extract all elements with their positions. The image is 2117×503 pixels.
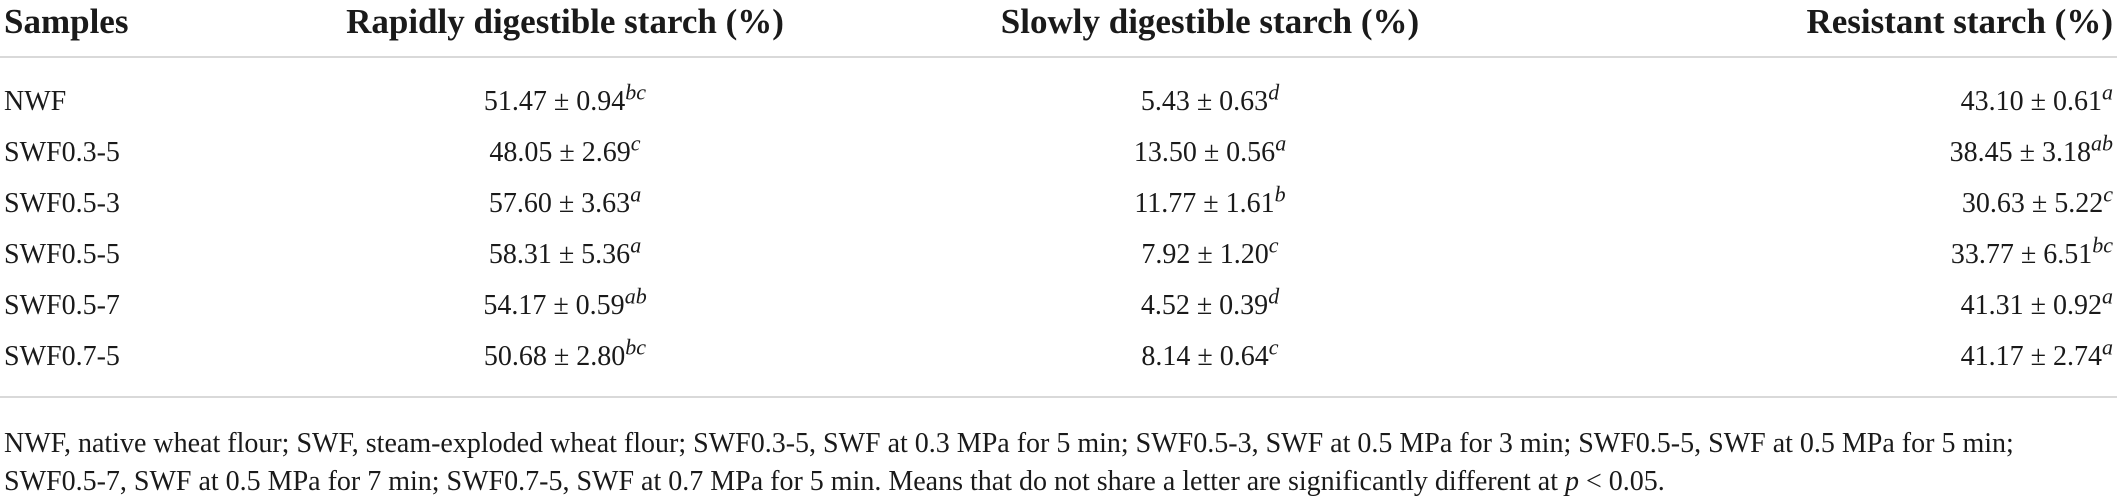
significance-letter: ab: [624, 283, 647, 309]
rs-value-cell: 33.77 ± 6.51bc: [1580, 229, 2117, 280]
sds-value-cell: 5.43 ± 0.63d: [840, 57, 1580, 127]
rs-value-cell: 43.10 ± 0.61a: [1580, 57, 2117, 127]
rds-value-cell: 54.17 ± 0.59ab: [290, 280, 840, 331]
table-row: SWF0.5-5 58.31 ± 5.36a 7.92 ± 1.20c 33.77 ±…: [0, 229, 2117, 280]
rds-value: 54.17 ± 0.59: [483, 289, 625, 321]
rs-value: 30.63 ± 5.22: [1961, 187, 2104, 219]
significance-letter: bc: [625, 334, 647, 360]
sample-name: SWF0.5-3: [4, 187, 120, 219]
sample-name: SWF0.7-5: [4, 340, 120, 372]
header-rs: Resistant starch (%): [1806, 2, 2113, 41]
footnote-text: NWF, native wheat flour; SWF, steam-expl…: [4, 428, 2014, 497]
rds-value-cell: 48.05 ± 2.69c: [290, 127, 840, 178]
header-sds: Slowly digestible starch (%): [1000, 2, 1420, 41]
significance-letter: d: [1268, 79, 1280, 105]
rds-value: 48.05 ± 2.69: [489, 136, 631, 168]
rs-value-cell: 41.31 ± 0.92a: [1580, 280, 2117, 331]
significance-letter: a: [630, 232, 642, 258]
rds-value: 50.68 ± 2.80: [483, 340, 626, 372]
sds-value-cell: 11.77 ± 1.61b: [840, 178, 1580, 229]
significance-letter: c: [1268, 232, 1279, 258]
sds-value-cell: 8.14 ± 0.64c: [840, 331, 1580, 397]
significance-letter: bc: [2092, 232, 2113, 258]
table-row: SWF0.5-7 54.17 ± 0.59ab 4.52 ± 0.39d 41.31 …: [0, 280, 2117, 331]
rs-value: 38.45 ± 3.18: [1949, 136, 2091, 168]
rs-value: 41.31 ± 0.92: [1960, 289, 2102, 321]
table-row: SWF0.7-5 50.68 ± 2.80bc 8.14 ± 0.64c 41.17 …: [0, 331, 2117, 397]
table-footnote: NWF, native wheat flour; SWF, steam-expl…: [4, 425, 2109, 501]
sample-name: NWF: [4, 85, 67, 117]
rds-value: 51.47 ± 0.94: [483, 85, 626, 117]
sample-name: SWF0.3-5: [4, 136, 120, 168]
significance-letter: ab: [2091, 130, 2113, 156]
header-rds: Rapidly digestible starch (%): [346, 2, 784, 41]
rds-value: 57.60 ± 3.63: [488, 187, 631, 219]
sds-value: 11.77 ± 1.61: [1134, 187, 1275, 219]
footnote-p-symbol: p: [1565, 466, 1580, 497]
rs-value-cell: 38.45 ± 3.18ab: [1580, 127, 2117, 178]
rs-value: 41.17 ± 2.74: [1960, 340, 2102, 372]
rs-value: 43.10 ± 0.61: [1960, 85, 2102, 117]
sds-value: 7.92 ± 1.20: [1141, 238, 1269, 270]
significance-letter: c: [630, 130, 641, 156]
header-samples: Samples: [4, 2, 129, 41]
significance-letter: c: [1268, 334, 1279, 360]
rs-value: 33.77 ± 6.51: [1950, 238, 2093, 270]
rds-value-cell: 51.47 ± 0.94bc: [290, 57, 840, 127]
significance-letter: d: [1268, 283, 1280, 309]
significance-letter: b: [1274, 181, 1286, 207]
starch-table: Samples Rapidly digestible starch (%) Sl…: [0, 0, 2117, 397]
rs-value-cell: 30.63 ± 5.22c: [1580, 178, 2117, 229]
sds-value: 5.43 ± 0.63: [1140, 85, 1269, 117]
significance-letter: c: [2103, 181, 2113, 207]
table-row: SWF0.5-3 57.60 ± 3.63a 11.77 ± 1.61b 30.63 …: [0, 178, 2117, 229]
footnote-p-value: < 0.05.: [1579, 466, 1665, 497]
sample-name: SWF0.5-5: [4, 238, 120, 270]
sds-value-cell: 4.52 ± 0.39d: [840, 280, 1580, 331]
table-row: NWF 51.47 ± 0.94bc 5.43 ± 0.63d 43.10 ± 0.6…: [0, 57, 2117, 127]
significance-letter: a: [2102, 283, 2113, 309]
sds-value: 4.52 ± 0.39: [1140, 289, 1269, 321]
rds-value: 58.31 ± 5.36: [488, 238, 631, 270]
significance-letter: a: [2102, 79, 2113, 105]
sds-value: 8.14 ± 0.64: [1141, 340, 1269, 372]
significance-letter: a: [630, 181, 642, 207]
rds-value-cell: 50.68 ± 2.80bc: [290, 331, 840, 397]
table-row: SWF0.3-5 48.05 ± 2.69c 13.50 ± 0.56a 38.45 …: [0, 127, 2117, 178]
sds-value-cell: 7.92 ± 1.20c: [840, 229, 1580, 280]
rds-value-cell: 58.31 ± 5.36a: [290, 229, 840, 280]
sample-name: SWF0.5-7: [4, 289, 120, 321]
rds-value-cell: 57.60 ± 3.63a: [290, 178, 840, 229]
significance-letter: a: [2102, 334, 2113, 360]
rs-value-cell: 41.17 ± 2.74a: [1580, 331, 2117, 397]
sds-value: 13.50 ± 0.56: [1133, 136, 1276, 168]
sds-value-cell: 13.50 ± 0.56a: [840, 127, 1580, 178]
header-row: Samples Rapidly digestible starch (%) Sl…: [0, 0, 2117, 57]
significance-letter: a: [1275, 130, 1287, 156]
significance-letter: bc: [625, 79, 647, 105]
